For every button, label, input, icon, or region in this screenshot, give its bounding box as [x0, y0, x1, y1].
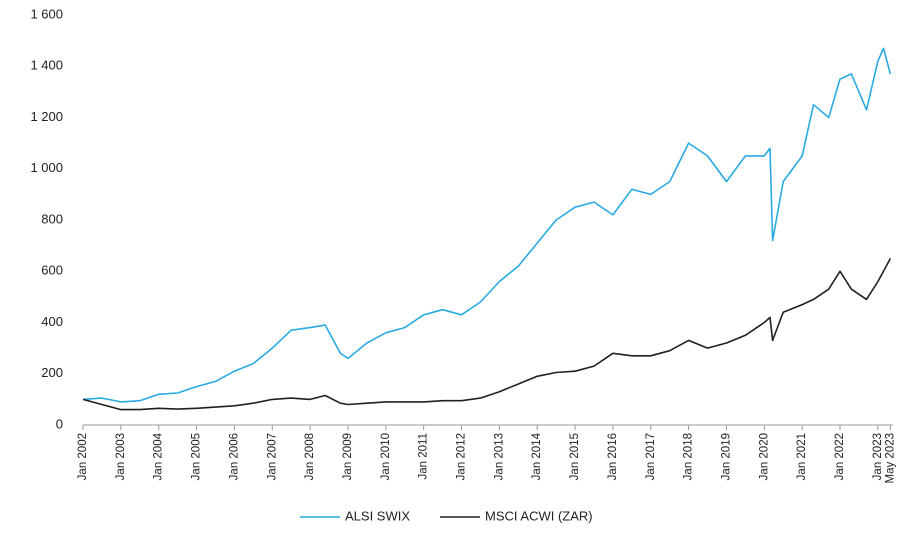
x-tick-label: Jan 2023 [872, 433, 884, 480]
y-tick-label: 1 000 [30, 160, 63, 175]
x-tick-label: Jan 2007 [266, 433, 278, 480]
x-tick-label: Jan 2005 [191, 433, 203, 480]
x-tick-label: Jan 2002 [77, 433, 89, 480]
y-tick-label: 0 [56, 416, 63, 431]
x-tick-label: Jan 2022 [834, 433, 846, 480]
legend-label: ALSI SWIX [345, 508, 410, 523]
x-tick-label: Jan 2014 [531, 432, 543, 480]
x-tick-label: May 2023 [884, 433, 896, 484]
y-tick-label: 1 600 [30, 6, 63, 21]
x-tick-label: Jan 2020 [758, 433, 770, 480]
y-tick-label: 1 400 [30, 58, 63, 73]
x-tick-label: Jan 2015 [569, 433, 581, 480]
x-tick-label: Jan 2003 [115, 433, 127, 480]
x-tick-label: Jan 2010 [380, 433, 392, 480]
y-tick-label: 600 [41, 263, 63, 278]
y-tick-label: 400 [41, 314, 63, 329]
x-tick-label: Jan 2013 [493, 433, 505, 480]
x-tick-label: Jan 2021 [796, 433, 808, 480]
x-tick-label: Jan 2018 [683, 433, 695, 480]
x-tick-label: Jan 2008 [304, 433, 316, 480]
legend-label: MSCI ACWI (ZAR) [485, 508, 593, 523]
x-tick-label: Jan 2016 [607, 433, 619, 480]
series-line [82, 47, 892, 403]
x-tick-label: Jan 2019 [720, 433, 732, 480]
series-line [82, 258, 892, 411]
y-tick-label: 200 [41, 365, 63, 380]
x-tick-label: Jan 2009 [342, 433, 354, 480]
x-tick-label: Jan 2004 [153, 432, 165, 480]
x-tick-label: Jan 2011 [418, 433, 430, 479]
y-tick-label: 800 [41, 211, 63, 226]
x-tick-label: Jan 2006 [228, 433, 240, 480]
x-tick-label: Jan 2017 [645, 433, 657, 480]
x-tick-label: Jan 2012 [456, 433, 468, 480]
y-tick-label: 1 200 [30, 109, 63, 124]
